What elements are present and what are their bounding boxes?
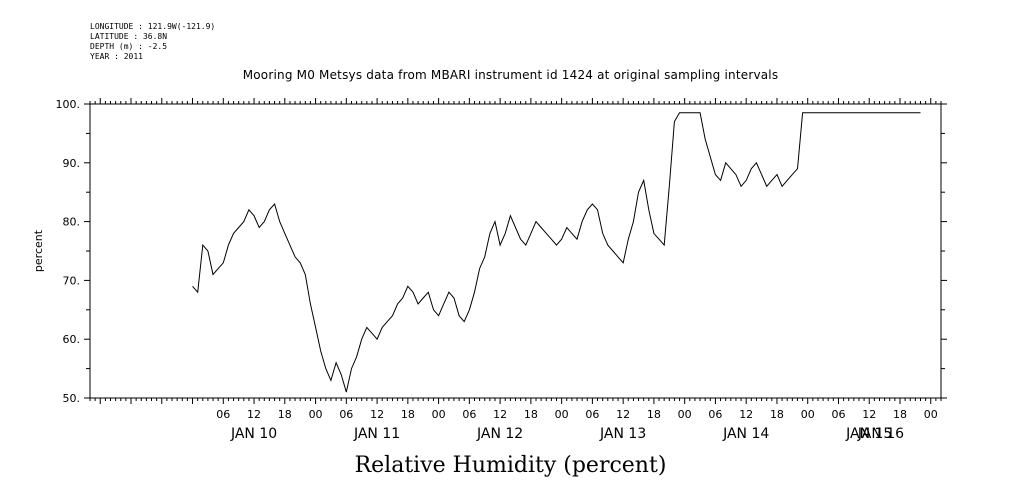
x-tick-label: 18 [401, 408, 415, 421]
y-tick-label: 100. [56, 98, 81, 111]
longitude-text: LONGITUDE : 121.9W(-121.9) [90, 22, 216, 31]
y-axis-label: percent [32, 229, 45, 272]
y-tick-label: 80. [63, 216, 81, 229]
latitude-text: LATITUDE : 36.8N [90, 32, 168, 41]
x-tick-label: 00 [432, 408, 446, 421]
x-tick-label: 00 [555, 408, 569, 421]
x-tick-label: 12 [247, 408, 261, 421]
chart-title: Mooring M0 Metsys data from MBARI instru… [0, 68, 1009, 82]
x-tick-label: 00 [309, 408, 323, 421]
y-tick-label: 50. [63, 392, 81, 405]
x-day-label: JAN 16 [857, 426, 904, 442]
y-tick-label: 60. [63, 333, 81, 346]
x-day-label: JAN 15 [845, 426, 892, 442]
x-tick-label: 06 [339, 408, 353, 421]
year-text: YEAR : 2011 [90, 52, 143, 61]
x-axis-title: Relative Humidity (percent) [0, 453, 1009, 478]
y-tick-label: 90. [63, 157, 81, 170]
series-group [192, 112, 921, 393]
x-axis-title-text: Relative Humidity (percent) [354, 453, 667, 478]
x-tick-label: 18 [524, 408, 538, 421]
plot-frame [89, 103, 942, 399]
x-axis: 06 12 18 00 06 12 18 00 06 12 18 00 06 12 18 00 06 12 18 00… [89, 98, 942, 442]
x-day-label: JAN 13 [599, 426, 646, 442]
x-tick-label: 12 [862, 408, 876, 421]
y-tick-label: 70. [63, 274, 81, 287]
x-tick-label: 06 [708, 408, 722, 421]
y-axis: 50. 60. 70. 80. 90. 100. [56, 98, 947, 405]
x-tick-label: 12 [739, 408, 753, 421]
x-tick-label: 06 [462, 408, 476, 421]
x-tick-label: 06 [585, 408, 599, 421]
x-tick-label: 18 [647, 408, 661, 421]
x-tick-label: 18 [893, 408, 907, 421]
x-tick-label: 12 [493, 408, 507, 421]
x-day-label: JAN 14 [722, 426, 769, 442]
x-tick-label: 12 [370, 408, 384, 421]
x-tick-label: 06 [831, 408, 845, 421]
x-tick-label: 00 [678, 408, 692, 421]
x-day-label: JAN 11 [353, 426, 400, 442]
depth-text: DEPTH (m) : -2.5 [90, 42, 168, 51]
x-day-label: JAN 12 [476, 426, 523, 442]
series-line [192, 112, 921, 393]
metadata-block: LONGITUDE : 121.9W(-121.9) LATITUDE : 36… [90, 22, 215, 62]
x-tick-label: 06 [216, 408, 230, 421]
x-tick-label: 00 [924, 408, 938, 421]
x-tick-label: 12 [616, 408, 630, 421]
chart-title-text: Mooring M0 Metsys data from MBARI instru… [242, 68, 779, 82]
x-tick-label: 00 [801, 408, 815, 421]
x-day-label: JAN 10 [230, 426, 277, 442]
x-tick-label: 18 [278, 408, 292, 421]
x-tick-label: 18 [770, 408, 784, 421]
